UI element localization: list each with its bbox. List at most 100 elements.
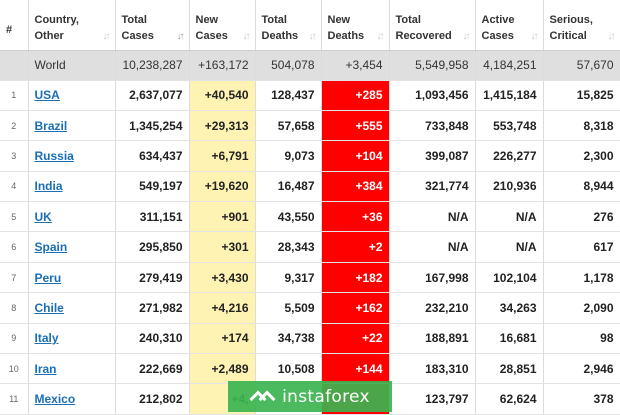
- total-cases: 634,437: [115, 140, 190, 172]
- total-cases: 549,197: [115, 171, 190, 203]
- country-link[interactable]: India: [34, 179, 63, 194]
- country-link[interactable]: Chile: [34, 300, 64, 315]
- total-cases: 271,982: [115, 292, 190, 324]
- country-link[interactable]: Peru: [34, 270, 62, 285]
- active-cases: N/A: [475, 201, 544, 233]
- col-header-total-cases[interactable]: Total Cases ↓↑: [115, 0, 190, 51]
- total-deaths: 5,509: [255, 292, 322, 324]
- total-recovered: 123,797: [389, 383, 476, 415]
- col-label: New: [327, 14, 351, 26]
- total-deaths: 504,078: [255, 50, 322, 81]
- new-cases: +40,540: [189, 80, 256, 111]
- total-deaths: 28,343: [255, 231, 322, 263]
- new-deaths: +22: [321, 323, 390, 355]
- country-cell: UK: [28, 201, 116, 233]
- col-header-serious-critical[interactable]: Serious, Critical ↓↑: [543, 0, 620, 51]
- country-link[interactable]: USA: [34, 88, 60, 103]
- row-index: [0, 50, 29, 81]
- col-label: Cases: [195, 30, 228, 42]
- country-link[interactable]: Brazil: [34, 118, 68, 133]
- active-cases: 4,184,251: [475, 50, 544, 81]
- new-deaths: +182: [321, 262, 390, 294]
- country-link[interactable]: Italy: [34, 331, 59, 346]
- total-recovered: 5,549,958: [389, 50, 476, 81]
- new-deaths: +555: [321, 110, 390, 142]
- country-link[interactable]: Spain: [34, 240, 68, 255]
- active-cases: 34,263: [475, 292, 544, 324]
- serious-critical: 617: [543, 231, 620, 263]
- active-cases: 62,624: [475, 383, 544, 415]
- header-row: # Country, Other ↓↑ Total Cases ↓↑ New C…: [0, 0, 620, 51]
- row-index: 1: [0, 80, 29, 111]
- country-link[interactable]: Mexico: [34, 392, 76, 407]
- country-cell: Spain: [28, 231, 116, 263]
- new-cases: +163,172: [189, 50, 256, 81]
- new-deaths: +2: [321, 231, 390, 263]
- col-header-total-recovered[interactable]: Total Recovered ↓↑: [389, 0, 476, 51]
- table-row: 3 Russia 634,437 +6,791 9,073 +104 399,087 226,…: [0, 140, 620, 172]
- serious-critical: 57,670: [543, 50, 620, 81]
- country-cell: India: [28, 171, 116, 203]
- col-label: #: [6, 24, 13, 36]
- serious-critical: 2,946: [543, 353, 620, 385]
- total-deaths: 9,317: [255, 262, 322, 294]
- serious-critical: 98: [543, 323, 620, 355]
- col-label: Active: [481, 14, 515, 26]
- col-label: Other: [34, 30, 64, 42]
- country-link[interactable]: Russia: [34, 148, 74, 163]
- total-cases: 1,345,254: [115, 110, 190, 142]
- sort-icon: ↓↑: [102, 30, 111, 42]
- total-deaths: 9,073: [255, 140, 322, 172]
- table-row: 1 USA 2,637,077 +40,540 128,437 +285 1,093,456…: [0, 80, 620, 111]
- new-deaths: +144: [321, 353, 390, 385]
- sort-icon: ↓↑: [176, 30, 185, 42]
- serious-critical: 1,178: [543, 262, 620, 294]
- row-index: 10: [0, 353, 29, 385]
- col-header-index[interactable]: #: [0, 0, 29, 51]
- new-cases: +174: [189, 323, 256, 355]
- col-header-new-cases[interactable]: New Cases ↓↑: [189, 0, 256, 51]
- total-cases: 279,419: [115, 262, 190, 294]
- country-link[interactable]: Iran: [34, 361, 57, 376]
- row-index: 4: [0, 171, 29, 203]
- new-deaths: +285: [321, 80, 390, 111]
- col-label: Deaths: [327, 30, 365, 42]
- country-cell: Italy: [28, 323, 116, 355]
- country-cell: Chile: [28, 292, 116, 324]
- serious-critical: 15,825: [543, 80, 620, 111]
- total-cases: 212,802: [115, 383, 190, 415]
- sort-icon: ↓↑: [242, 30, 251, 42]
- total-recovered: 232,210: [389, 292, 476, 324]
- table-row: 5 UK 311,151 +901 43,550 +36 N/A N/A 276: [0, 201, 620, 233]
- active-cases: 553,748: [475, 110, 544, 142]
- row-index: 5: [0, 201, 29, 233]
- active-cases: 16,681: [475, 323, 544, 355]
- col-label: Serious,: [549, 14, 593, 26]
- country-link[interactable]: UK: [34, 209, 52, 224]
- col-header-new-deaths[interactable]: New Deaths ↓↑: [321, 0, 390, 51]
- col-header-total-deaths[interactable]: Total Deaths ↓↑: [255, 0, 322, 51]
- total-recovered: 188,891: [389, 323, 476, 355]
- table-row: 8 Chile 271,982 +4,216 5,509 +162 232,210 34,26…: [0, 292, 620, 324]
- table-row: 2 Brazil 1,345,254 +29,313 57,658 +555 733,848…: [0, 110, 620, 142]
- col-header-active-cases[interactable]: Active Cases ↓↑: [475, 0, 544, 51]
- total-cases: 10,238,287: [115, 50, 190, 81]
- col-label: Country,: [34, 14, 79, 26]
- total-recovered: N/A: [389, 201, 476, 233]
- total-recovered: 321,774: [389, 171, 476, 203]
- country-cell: Peru: [28, 262, 116, 294]
- active-cases: 28,851: [475, 353, 544, 385]
- country-name: World: [28, 50, 116, 81]
- new-deaths: +162: [321, 292, 390, 324]
- col-header-country[interactable]: Country, Other ↓↑: [28, 0, 116, 51]
- total-recovered: N/A: [389, 231, 476, 263]
- total-cases: 2,637,077: [115, 80, 190, 111]
- col-label: Total: [395, 14, 421, 26]
- row-index: 6: [0, 231, 29, 263]
- total-deaths: 57,658: [255, 110, 322, 142]
- table-row: 10 Iran 222,669 +2,489 10,508 +144 183,310 28,8…: [0, 353, 620, 385]
- total-deaths: 34,738: [255, 323, 322, 355]
- serious-critical: 2,090: [543, 292, 620, 324]
